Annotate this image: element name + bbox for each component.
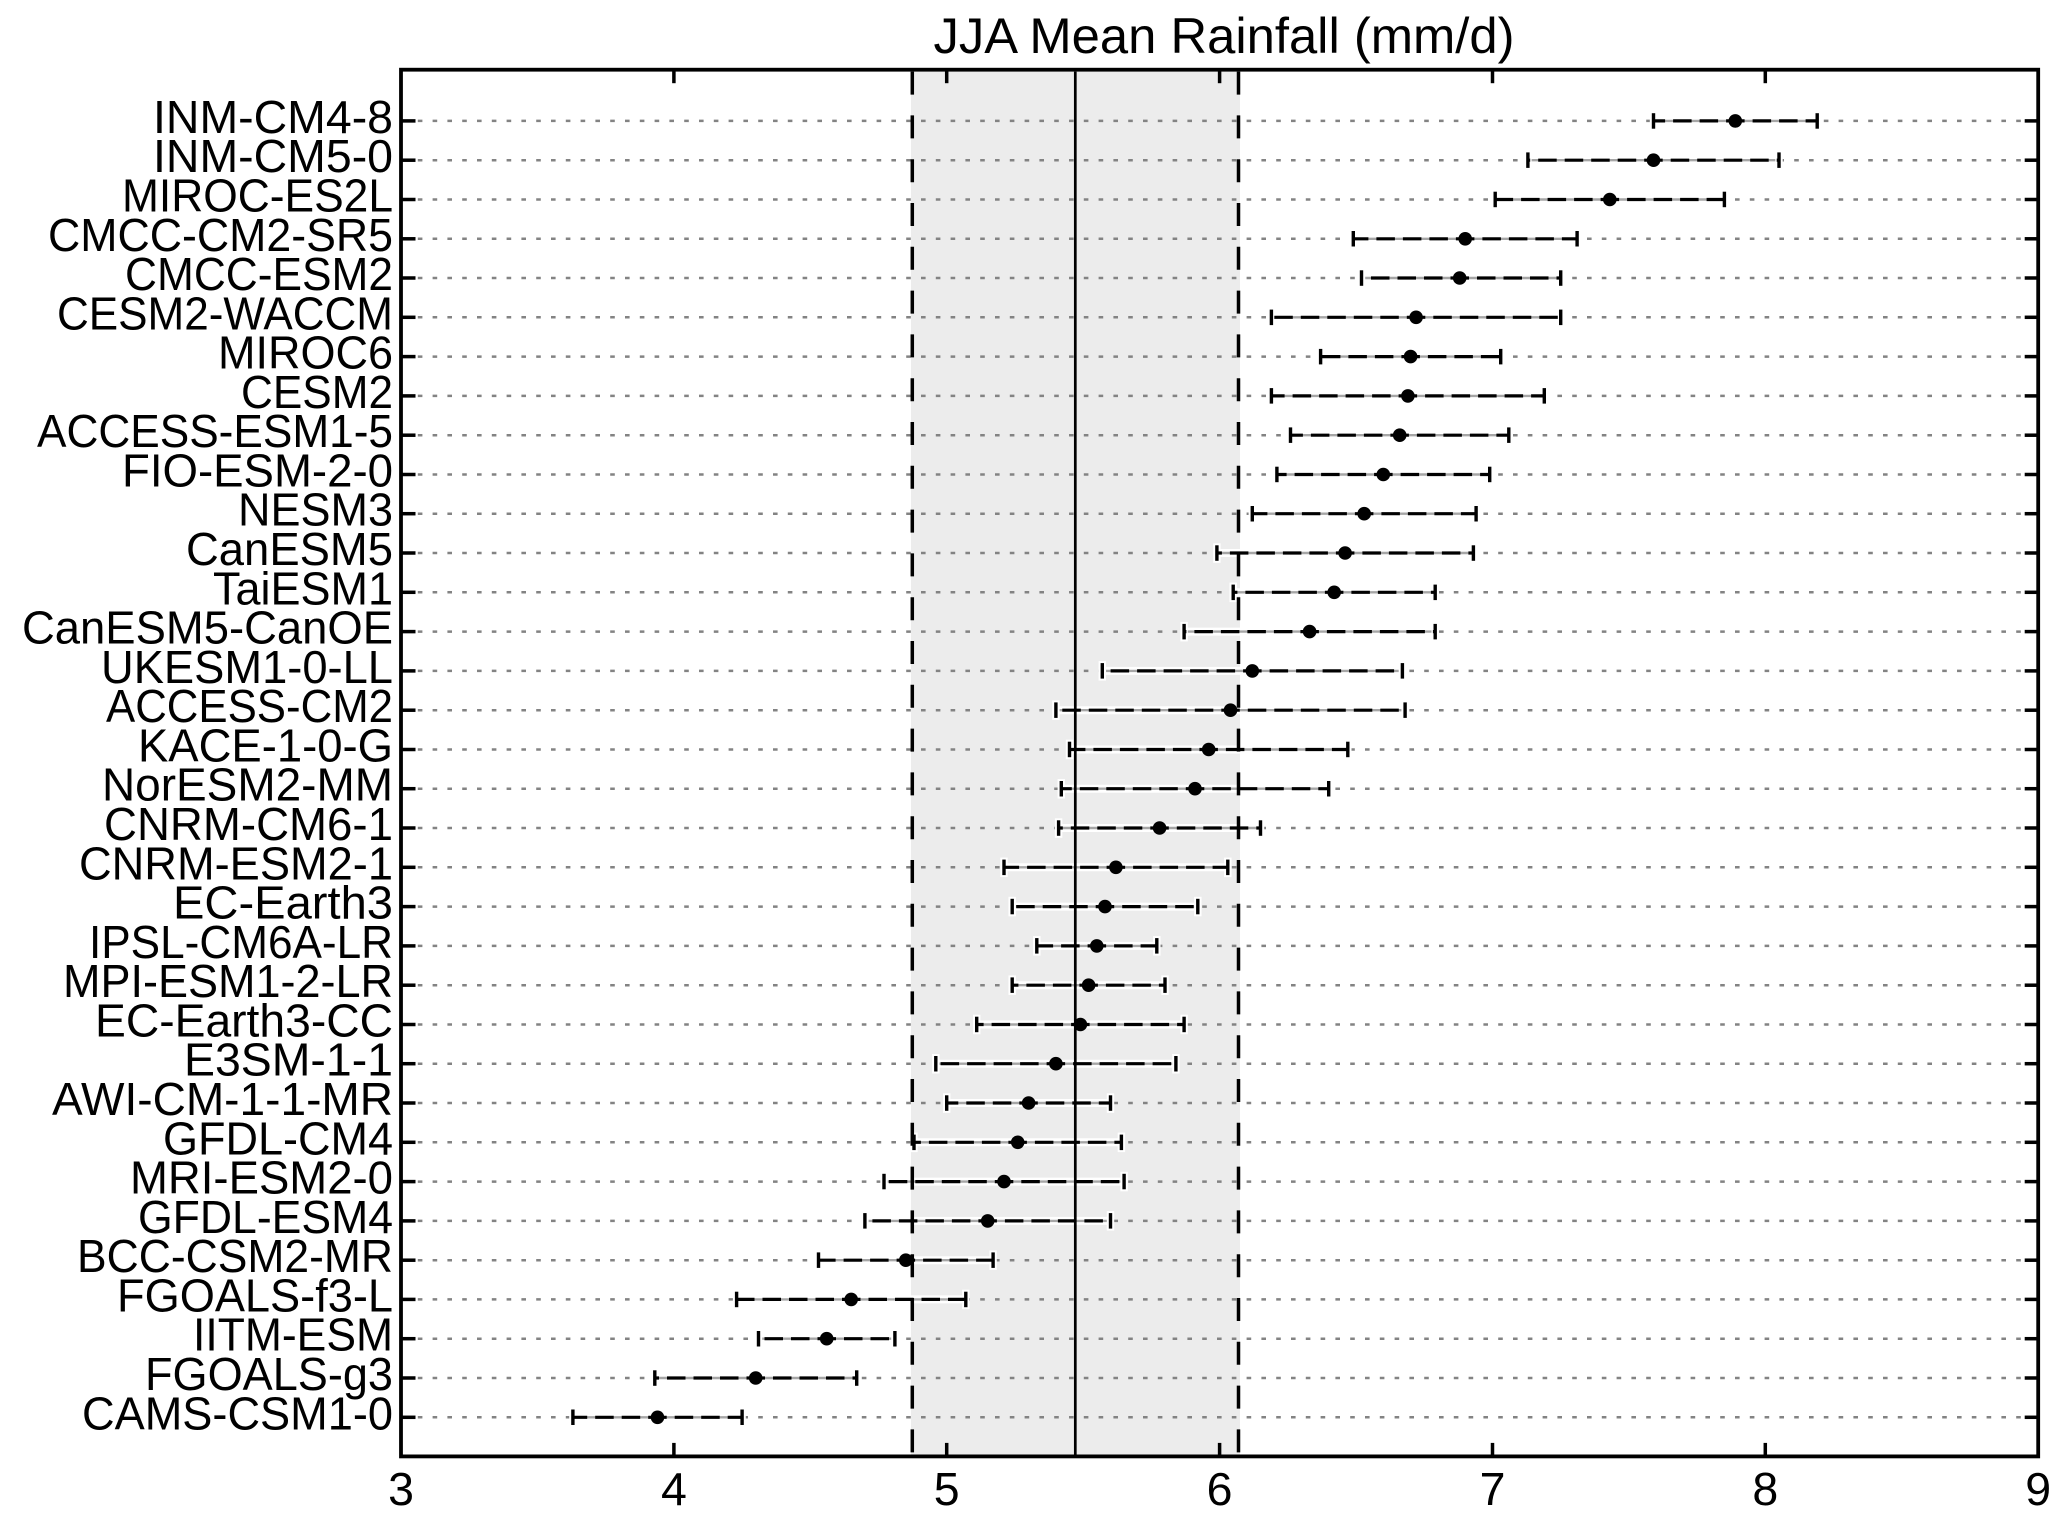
svg-text:CMCC-CM2-SR5: CMCC-CM2-SR5 — [48, 209, 393, 261]
svg-text:CanESM5: CanESM5 — [186, 523, 393, 575]
svg-text:TaiESM1: TaiESM1 — [213, 562, 393, 614]
svg-text:CESM2: CESM2 — [241, 366, 393, 418]
svg-text:CNRM-CM6-1: CNRM-CM6-1 — [104, 798, 393, 850]
svg-text:CESM2-WACCM: CESM2-WACCM — [57, 287, 393, 339]
svg-text:8: 8 — [1752, 1463, 1778, 1515]
svg-text:GFDL-ESM4: GFDL-ESM4 — [138, 1191, 393, 1243]
svg-text:NESM3: NESM3 — [238, 484, 393, 536]
svg-text:IPSL-CM6A-LR: IPSL-CM6A-LR — [89, 916, 393, 968]
svg-text:UKESM1-0-LL: UKESM1-0-LL — [101, 641, 393, 693]
svg-text:CMCC-ESM2: CMCC-ESM2 — [125, 248, 393, 300]
svg-text:INM-CM5-0: INM-CM5-0 — [153, 130, 393, 182]
svg-text:IITM-ESM: IITM-ESM — [193, 1309, 393, 1361]
svg-text:GFDL-CM4: GFDL-CM4 — [163, 1112, 393, 1164]
svg-text:FGOALS-g3: FGOALS-g3 — [145, 1348, 393, 1400]
svg-text:CanESM5-CanOE: CanESM5-CanOE — [22, 602, 393, 654]
svg-text:CNRM-ESM2-1: CNRM-ESM2-1 — [79, 837, 393, 889]
svg-text:AWI-CM-1-1-MR: AWI-CM-1-1-MR — [52, 1073, 393, 1125]
svg-text:FGOALS-f3-L: FGOALS-f3-L — [117, 1269, 393, 1321]
svg-text:6: 6 — [1207, 1463, 1233, 1515]
svg-text:BCC-CSM2-MR: BCC-CSM2-MR — [77, 1230, 393, 1282]
svg-text:EC-Earth3-CC: EC-Earth3-CC — [95, 995, 393, 1047]
svg-text:MIROC-ES2L: MIROC-ES2L — [122, 170, 393, 222]
svg-text:EC-Earth3: EC-Earth3 — [173, 877, 393, 929]
svg-text:ACCESS-CM2: ACCESS-CM2 — [106, 680, 393, 732]
svg-text:7: 7 — [1480, 1463, 1506, 1515]
svg-text:CAMS-CSM1-0: CAMS-CSM1-0 — [82, 1387, 393, 1439]
svg-text:9: 9 — [2025, 1463, 2051, 1515]
svg-text:3: 3 — [388, 1463, 414, 1515]
svg-text:FIO-ESM-2-0: FIO-ESM-2-0 — [122, 445, 393, 497]
svg-text:JJA Mean Rainfall (mm/d): JJA Mean Rainfall (mm/d) — [934, 8, 1515, 64]
svg-text:KACE-1-0-G: KACE-1-0-G — [138, 720, 393, 772]
svg-text:MIROC6: MIROC6 — [218, 327, 393, 379]
svg-text:INM-CM4-8: INM-CM4-8 — [153, 91, 393, 143]
svg-text:4: 4 — [661, 1463, 687, 1515]
svg-text:E3SM-1-1: E3SM-1-1 — [184, 1034, 393, 1086]
svg-text:MPI-ESM1-2-LR: MPI-ESM1-2-LR — [63, 955, 393, 1007]
svg-text:ACCESS-ESM1-5: ACCESS-ESM1-5 — [37, 405, 393, 457]
svg-text:NorESM2-MM: NorESM2-MM — [102, 759, 393, 811]
svg-text:MRI-ESM2-0: MRI-ESM2-0 — [130, 1152, 393, 1204]
svg-text:5: 5 — [934, 1463, 960, 1515]
